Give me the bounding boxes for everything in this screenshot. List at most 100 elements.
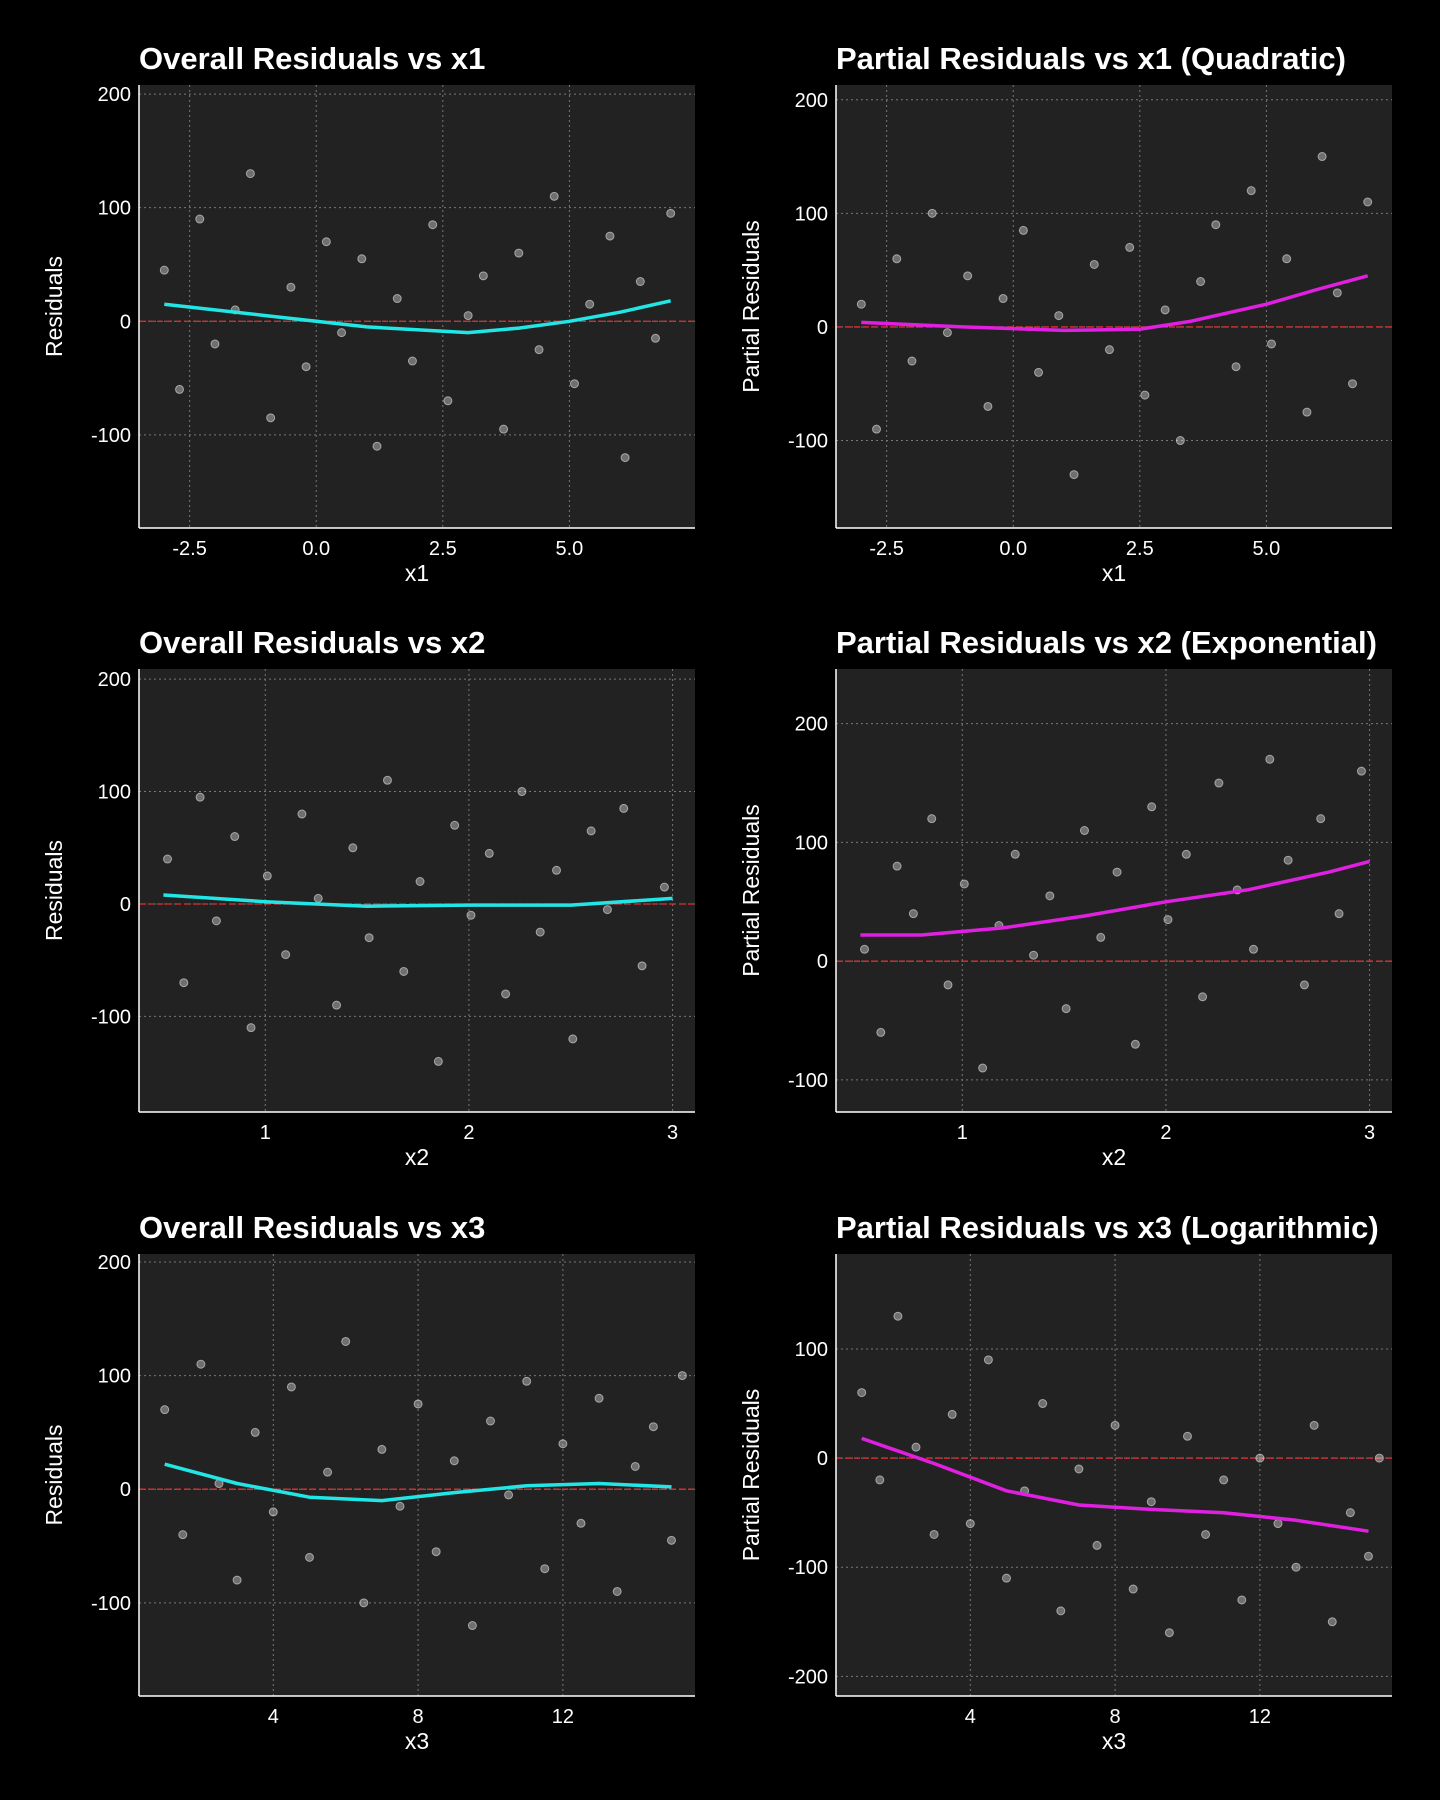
data-point bbox=[927, 814, 937, 824]
data-point bbox=[594, 1393, 604, 1403]
data-point bbox=[1128, 1584, 1138, 1594]
data-point bbox=[332, 1000, 342, 1010]
data-point bbox=[1291, 1562, 1301, 1572]
data-point bbox=[892, 861, 902, 871]
data-point bbox=[1309, 1420, 1319, 1430]
data-point bbox=[983, 401, 993, 411]
data-point bbox=[1211, 220, 1221, 230]
plot-area bbox=[836, 85, 1392, 528]
data-point bbox=[947, 1409, 957, 1419]
x-axis-label: x1 bbox=[405, 560, 429, 586]
data-point bbox=[1147, 802, 1157, 812]
data-point bbox=[552, 865, 562, 875]
data-point bbox=[1332, 288, 1342, 298]
x-tick-label: 0.0 bbox=[999, 538, 1027, 560]
data-point bbox=[1034, 367, 1044, 377]
data-point bbox=[517, 787, 527, 797]
data-point bbox=[467, 1621, 477, 1631]
data-point bbox=[568, 1034, 578, 1044]
data-point bbox=[534, 345, 544, 355]
data-point bbox=[159, 265, 169, 275]
data-point bbox=[872, 424, 882, 434]
data-point bbox=[359, 1598, 369, 1608]
panel-title: Overall Residuals vs x2 bbox=[139, 625, 485, 660]
data-point bbox=[612, 1586, 622, 1596]
data-point bbox=[1249, 944, 1259, 954]
data-point bbox=[160, 1405, 170, 1415]
data-point bbox=[666, 208, 676, 218]
y-tick-label: 100 bbox=[795, 203, 828, 225]
data-point bbox=[399, 966, 409, 976]
data-point bbox=[605, 231, 615, 241]
data-point bbox=[857, 1388, 867, 1398]
data-point bbox=[514, 248, 524, 258]
y-tick-label: -200 bbox=[788, 1666, 828, 1688]
data-point bbox=[1181, 849, 1191, 859]
plot-area bbox=[836, 669, 1392, 1112]
data-point bbox=[485, 1416, 495, 1426]
data-point bbox=[522, 1376, 532, 1386]
data-point bbox=[620, 453, 630, 463]
data-point bbox=[929, 1529, 939, 1539]
data-point bbox=[1010, 849, 1020, 859]
data-point bbox=[637, 961, 647, 971]
data-point bbox=[586, 826, 596, 836]
x-tick-label: 3 bbox=[1364, 1122, 1375, 1144]
data-point bbox=[449, 1456, 459, 1466]
data-point bbox=[413, 1399, 423, 1409]
y-tick-label: 200 bbox=[795, 90, 828, 112]
data-point bbox=[978, 1063, 988, 1073]
data-point bbox=[348, 843, 358, 853]
data-point bbox=[1363, 197, 1373, 207]
data-point bbox=[1316, 814, 1326, 824]
data-point bbox=[1130, 1039, 1140, 1049]
x-tick-label: 4 bbox=[965, 1706, 976, 1728]
y-tick-label: 100 bbox=[795, 1339, 828, 1361]
y-tick-label: -100 bbox=[788, 1070, 828, 1092]
smooth-line bbox=[163, 893, 673, 908]
data-point bbox=[268, 1507, 278, 1517]
data-point bbox=[635, 277, 645, 287]
x-tick-label: 12 bbox=[552, 1706, 574, 1728]
y-tick-label: 0 bbox=[817, 317, 828, 339]
x-tick-label: 2.5 bbox=[1126, 538, 1154, 560]
data-point bbox=[1001, 1573, 1011, 1583]
data-point bbox=[1092, 1540, 1102, 1550]
data-point bbox=[630, 1461, 640, 1471]
data-point bbox=[1163, 915, 1173, 925]
panel: Overall Residuals vs x1 -2.5 0.0 2.5 5.0 -100… bbox=[41, 41, 695, 586]
y-tick-label: -100 bbox=[91, 425, 131, 447]
data-point bbox=[395, 1501, 405, 1511]
x-tick-label: 2.5 bbox=[429, 538, 457, 560]
panel-title: Partial Residuals vs x2 (Exponential) bbox=[836, 625, 1377, 660]
data-point bbox=[1273, 1519, 1283, 1529]
plot-area bbox=[139, 669, 695, 1112]
y-tick-label: 100 bbox=[98, 1366, 131, 1388]
panel-title: Overall Residuals vs x3 bbox=[139, 1210, 485, 1245]
y-axis-label: Residuals bbox=[41, 840, 67, 941]
x-tick-label: 4 bbox=[268, 1706, 279, 1728]
data-point bbox=[569, 379, 579, 389]
data-point bbox=[1317, 152, 1327, 162]
data-point bbox=[246, 1023, 256, 1033]
data-point bbox=[286, 282, 296, 292]
data-point bbox=[357, 254, 367, 264]
x-tick-label: -2.5 bbox=[869, 538, 903, 560]
data-point bbox=[1283, 855, 1293, 865]
data-point bbox=[1038, 1399, 1048, 1409]
data-point bbox=[1237, 1595, 1247, 1605]
data-point bbox=[281, 950, 291, 960]
x-tick-label: 12 bbox=[1249, 1706, 1271, 1728]
data-point bbox=[377, 1444, 387, 1454]
x-tick-label: -2.5 bbox=[172, 538, 206, 560]
data-point bbox=[286, 1382, 296, 1392]
data-point bbox=[382, 775, 392, 785]
data-point bbox=[266, 413, 276, 423]
x-axis-label: x3 bbox=[405, 1728, 429, 1754]
data-point bbox=[1061, 1004, 1071, 1014]
panel: Partial Residuals vs x3 (Logarithmic) 4 8 1… bbox=[738, 1210, 1392, 1754]
data-point bbox=[963, 271, 973, 281]
data-point bbox=[576, 1518, 586, 1528]
data-point bbox=[433, 1056, 443, 1066]
